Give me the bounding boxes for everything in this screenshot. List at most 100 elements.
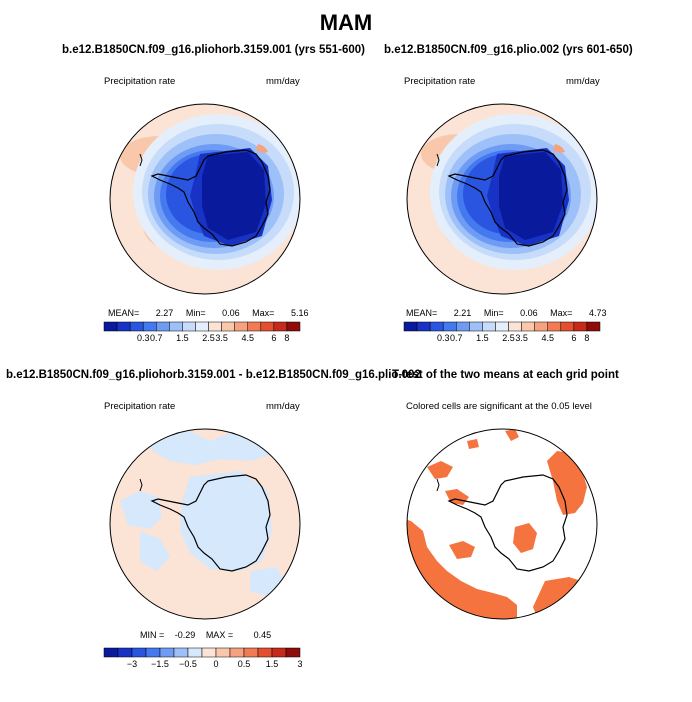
colorbar-swatch	[247, 321, 262, 332]
colorbar-swatch	[221, 321, 235, 332]
panel-1-units-label: mm/day	[266, 76, 300, 87]
panel-1-max-value: 5.16	[290, 308, 309, 318]
panel-3-map-border	[109, 428, 301, 620]
colorbar-swatch	[243, 647, 259, 658]
panel-1-max-label: Max=	[252, 308, 275, 318]
colorbar-tick-label: −0.5	[179, 659, 197, 669]
panel-1-map-border	[109, 103, 301, 295]
panel-4-south-america-tip	[436, 478, 440, 492]
panel-2-units-label: mm/day	[566, 76, 600, 87]
colorbar-tick-label: 1.5	[266, 659, 279, 669]
panel-2-colorbar: 0.3 0.7 1.5 2.5 3.5 4.5 6 8	[403, 321, 601, 343]
panel-3-negative-patch	[180, 471, 272, 571]
colorbar-swatch	[271, 647, 287, 658]
panel-3-max-label: MAX =	[205, 630, 234, 640]
panel-1-map	[109, 103, 301, 295]
panel-1-coastal-maximum	[256, 144, 268, 153]
panel-3-negative-patch	[150, 431, 270, 465]
colorbar-tick-label: 6	[271, 333, 276, 343]
colorbar-swatch	[116, 321, 131, 332]
panel-2-south-america-tip	[436, 153, 440, 167]
panel-1-title: b.e12.B1850CN.f09_g16.pliohorb.3159.001 …	[62, 44, 365, 56]
colorbar-tick-label: −3	[127, 659, 137, 669]
colorbar-swatch	[285, 647, 301, 658]
panel-3-negative-patch	[140, 531, 170, 571]
colorbar-swatch	[169, 321, 183, 332]
colorbar-swatch	[403, 321, 418, 332]
panel-3-variable-label: Precipitation rate	[104, 401, 176, 412]
colorbar-swatch	[156, 321, 170, 332]
panel-2-min-value: 0.06	[520, 308, 538, 318]
colorbar-swatch	[469, 321, 483, 332]
colorbar-swatch	[103, 321, 118, 332]
panel-3-south-america-tip	[139, 478, 143, 492]
panel-3-stats: MIN = -0.29 MAX = 0.45	[140, 630, 271, 640]
panel-2-variable-label: Precipitation rate	[404, 76, 476, 87]
panel-4-title: T-test of the two means at each grid poi…	[392, 369, 619, 381]
colorbar-tick-label: 0.5	[238, 659, 251, 669]
colorbar-tick-label: 3.5	[515, 333, 528, 343]
panel-1-mean-label: MEAN=	[108, 308, 140, 318]
panel-4-significant-region	[505, 429, 519, 441]
panel-1-mean-value: 2.27	[155, 308, 174, 318]
panel-1-stats: MEAN= 2.27 Min= 0.06 Max= 5.16	[108, 308, 308, 318]
colorbar-tick-label: 0	[213, 659, 218, 669]
colorbar-swatch	[273, 321, 288, 332]
colorbar-tick-label: 2.5	[202, 333, 215, 343]
colorbar-swatch	[173, 647, 189, 658]
panel-4-map	[406, 428, 598, 620]
panel-2-map-border	[406, 103, 598, 295]
colorbar-tick-label: 2.5	[502, 333, 515, 343]
panel-4-antarctica-coastline	[447, 474, 568, 572]
panel-1-min-value: 0.06	[222, 308, 240, 318]
colorbar-swatch	[260, 321, 275, 332]
colorbar-swatch	[103, 647, 119, 658]
colorbar-tick-label: 0.7	[150, 333, 163, 343]
panel-2-mean-value: 2.21	[453, 308, 472, 318]
panel-3-colorbar: −3 −1.5 −0.5 0 0.5 1.5 3	[103, 647, 302, 669]
panel-2-mean-label: MEAN=	[406, 308, 438, 318]
colorbar-tick-label: 1.5	[476, 333, 489, 343]
panel-4-significant-region	[547, 451, 587, 515]
panel-3-negative-patch	[120, 491, 162, 529]
colorbar-swatch	[586, 321, 601, 332]
panel-4-significant-region	[427, 461, 453, 479]
colorbar-tick-label: 6	[571, 333, 576, 343]
panel-3-max-value: 0.45	[253, 630, 272, 640]
colorbar-swatch	[208, 321, 222, 332]
panel-4-significant-region	[513, 523, 537, 553]
colorbar-tick-label: 8	[584, 333, 589, 343]
colorbar-swatch	[234, 321, 248, 332]
panel-1-level-0a1a9c	[202, 152, 266, 240]
colorbar-swatch	[117, 647, 133, 658]
panel-3-title: b.e12.B1850CN.f09_g16.pliohorb.3159.001 …	[6, 369, 421, 381]
panel-2-max-label: Max=	[550, 308, 573, 318]
colorbar-swatch	[547, 321, 562, 332]
colorbar-tick-label: 1.5	[176, 333, 189, 343]
colorbar-swatch	[508, 321, 522, 332]
colorbar-swatch	[416, 321, 431, 332]
panel-3-min-label: MIN =	[140, 630, 165, 640]
panel-2-stats: MEAN= 2.21 Min= 0.06 Max= 4.73	[406, 308, 606, 318]
colorbar-swatch	[129, 321, 144, 332]
panel-1-south-america-tip	[139, 153, 143, 167]
panel-3-units-label: mm/day	[266, 401, 300, 412]
colorbar-tick-label: 8	[284, 333, 289, 343]
panel-2-map	[406, 103, 598, 295]
panel-4-significant-region	[467, 439, 479, 449]
panel-1-min-label: Min=	[185, 308, 206, 318]
panel-1-antarctica-coastline	[150, 149, 271, 247]
figure-title: MAM	[319, 10, 373, 35]
colorbar-swatch	[142, 321, 157, 332]
colorbar-swatch	[534, 321, 548, 332]
colorbar-swatch	[229, 647, 245, 658]
colorbar-swatch	[573, 321, 588, 332]
colorbar-swatch	[482, 321, 496, 332]
panel-1-variable-label: Precipitation rate	[104, 76, 176, 87]
panel-4-map-border	[406, 428, 598, 620]
colorbar-swatch	[195, 321, 209, 332]
panel-3-antarctica-coastline	[150, 474, 271, 572]
colorbar-swatch	[429, 321, 444, 332]
panel-2-max-value: 4.73	[588, 308, 607, 318]
colorbar-tick-label: 3.5	[215, 333, 228, 343]
